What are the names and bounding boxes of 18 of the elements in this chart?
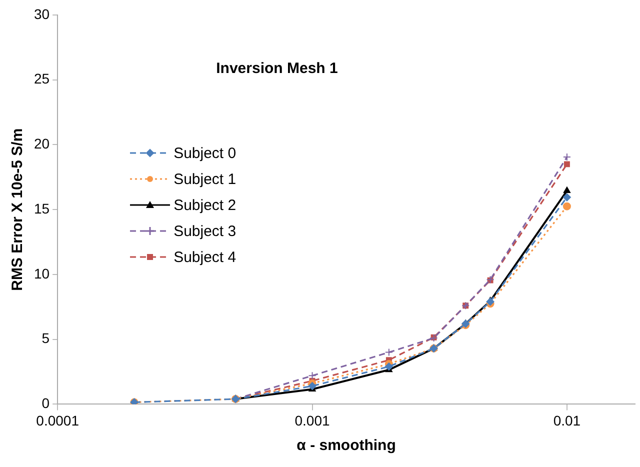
x-tick-label: 0.001: [294, 412, 330, 428]
y-tick-label: 10: [34, 265, 50, 282]
legend-label: Subject 0: [174, 144, 236, 162]
y-tick-label: 5: [42, 330, 50, 346]
legend-label: Subject 3: [174, 222, 236, 240]
y-tick-label: 30: [34, 6, 50, 22]
x-axis-title: α - smoothing: [296, 437, 396, 454]
y-tick-label: 15: [34, 200, 50, 216]
y-tick-label: 20: [34, 136, 50, 152]
legend-label: Subject 1: [174, 170, 236, 188]
x-tick-label: 0.0001: [36, 412, 80, 428]
annotation: Inversion Mesh 1: [216, 60, 338, 78]
legend-label: Subject 4: [174, 248, 236, 266]
x-tick-label: 0.01: [553, 412, 581, 428]
y-tick-label: 0: [42, 395, 50, 412]
y-tick-label: 25: [34, 70, 50, 87]
y-axis-title: RMS Error X 10e-5 S/m: [9, 128, 26, 291]
legend-label: Subject 2: [174, 196, 236, 214]
